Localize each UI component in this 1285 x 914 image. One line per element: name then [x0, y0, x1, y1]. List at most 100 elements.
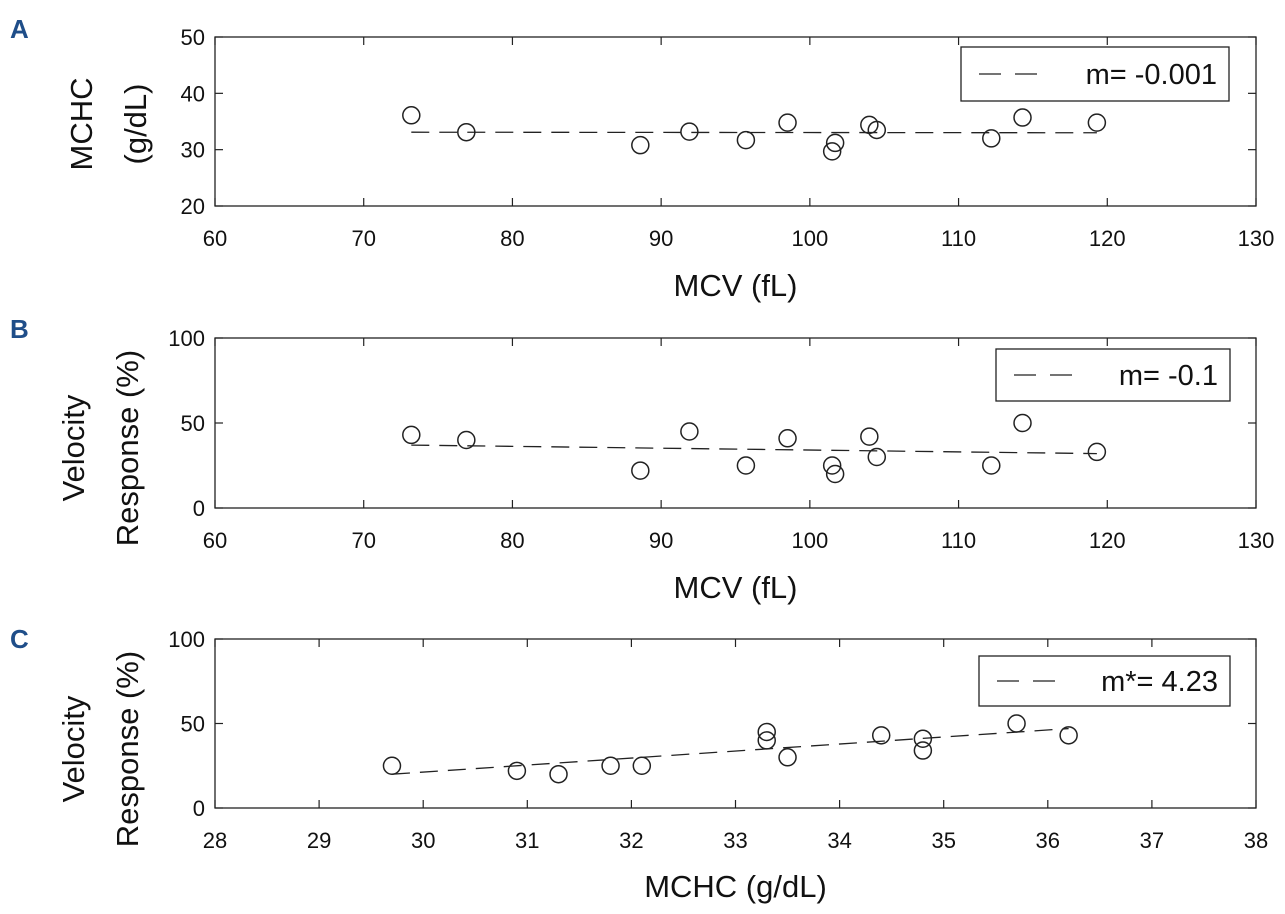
fit-line — [411, 444, 1097, 455]
legend-label: m= -0.1 — [1119, 360, 1218, 392]
y-axis-title-line: Velocity — [56, 695, 91, 802]
x-tick-label: 35 — [931, 828, 955, 853]
legend-label: m*= 4.23 — [1101, 666, 1218, 698]
data-point — [1013, 413, 1032, 433]
panel-b: B 60 70 80 90 100 110 120 130 0 50 100 MCV (fL) Veloc… — [10, 314, 1274, 605]
x-axis-title: MCV (fL) — [674, 570, 798, 605]
panel-label: C — [10, 624, 29, 654]
data-point — [982, 456, 1001, 475]
x-tick-label: 110 — [941, 226, 976, 251]
data-point — [457, 430, 476, 450]
data-point — [549, 764, 568, 784]
x-tick-label: 38 — [1244, 828, 1268, 853]
y-tick-label: 50 — [181, 411, 205, 436]
plot-frame — [214, 36, 1257, 207]
panel-label: A — [10, 14, 29, 44]
data-point — [1007, 714, 1026, 733]
data-point — [632, 756, 652, 775]
data-point — [860, 427, 879, 446]
x-tick-label: 30 — [411, 828, 435, 853]
y-axis-title-line: Response (%) — [110, 651, 145, 847]
x-tick-label: 29 — [307, 828, 331, 853]
x-tick-label: 32 — [619, 828, 643, 853]
x-tick-label: 70 — [351, 528, 375, 553]
legend-label: m= -0.001 — [1086, 59, 1217, 91]
legend-box — [960, 46, 1230, 102]
data-point — [867, 120, 887, 140]
x-tick-label: 36 — [1036, 828, 1060, 853]
x-tick-label: 70 — [351, 226, 375, 251]
y-axis-title-line: (g/dL) — [118, 84, 153, 165]
x-tick-label: 90 — [649, 226, 673, 251]
x-tick-label: 60 — [203, 226, 227, 251]
data-point — [736, 130, 756, 150]
data-point — [1013, 108, 1032, 127]
x-tick-label: 37 — [1140, 828, 1164, 853]
panel-label: B — [10, 314, 29, 344]
y-axis-title-line: MCHC — [64, 78, 99, 171]
x-tick-label: 34 — [827, 828, 851, 853]
y-tick-label: 0 — [193, 496, 205, 521]
data-point — [601, 756, 620, 775]
x-tick-label: 60 — [203, 528, 227, 553]
y-tick-label: 50 — [181, 712, 205, 737]
y-tick-label: 0 — [193, 796, 205, 821]
x-tick-label: 100 — [791, 226, 828, 251]
data-point — [1087, 442, 1107, 462]
x-tick-label: 80 — [500, 226, 524, 251]
data-point — [822, 456, 842, 475]
y-tick-label: 20 — [181, 194, 205, 219]
data-point — [778, 429, 797, 448]
data-point — [778, 748, 797, 767]
data-point — [822, 142, 842, 161]
x-axis-title: MCHC (g/dL) — [644, 869, 827, 904]
x-tick-label: 130 — [1238, 226, 1275, 251]
data-point — [871, 726, 891, 745]
data-point — [631, 135, 650, 155]
x-tick-label: 80 — [500, 528, 524, 553]
data-point — [757, 731, 776, 750]
x-tick-label: 33 — [723, 828, 747, 853]
data-point — [507, 761, 527, 781]
data-point — [680, 422, 699, 441]
y-tick-label: 100 — [168, 627, 205, 652]
x-tick-label: 120 — [1089, 226, 1126, 251]
x-tick-label: 110 — [941, 528, 976, 553]
y-axis-title-line: Response (%) — [110, 350, 145, 546]
panel-c: C 28 29 30 31 32 33 34 35 36 37 38 0 50 100 MCHC (g/dL)… — [10, 624, 1268, 904]
data-point — [867, 447, 887, 467]
y-tick-label: 30 — [181, 138, 205, 163]
y-tick-label: 50 — [181, 25, 205, 50]
x-tick-label: 130 — [1238, 528, 1275, 553]
data-point — [1087, 113, 1107, 132]
data-point — [825, 464, 845, 484]
y-tick-label: 100 — [168, 326, 205, 351]
data-point — [825, 133, 845, 153]
data-point — [680, 122, 699, 141]
data-point — [913, 729, 933, 748]
x-tick-label: 100 — [791, 528, 828, 553]
x-axis-title: MCV (fL) — [674, 268, 798, 303]
fit-line — [411, 131, 1097, 134]
data-point — [1059, 726, 1078, 745]
data-point — [402, 425, 421, 445]
x-tick-label: 90 — [649, 528, 673, 553]
data-point — [736, 456, 756, 475]
data-point — [402, 106, 421, 125]
y-axis-title-line: Velocity — [56, 394, 91, 501]
data-point — [382, 756, 402, 775]
legend-box — [978, 655, 1231, 707]
x-tick-label: 31 — [515, 828, 539, 853]
data-point — [778, 113, 797, 132]
y-tick-label: 40 — [181, 81, 205, 106]
fit-line — [391, 727, 1069, 775]
data-point — [982, 129, 1001, 148]
x-tick-label: 28 — [203, 828, 227, 853]
data-point — [913, 741, 933, 760]
data-point — [457, 122, 476, 142]
data-point — [631, 461, 650, 480]
panel-a: A 60 70 80 90 100 110 120 130 20 30 40 50 MCV (fL) MCH… — [10, 14, 1274, 303]
data-point — [757, 722, 776, 742]
x-tick-label: 120 — [1089, 528, 1126, 553]
